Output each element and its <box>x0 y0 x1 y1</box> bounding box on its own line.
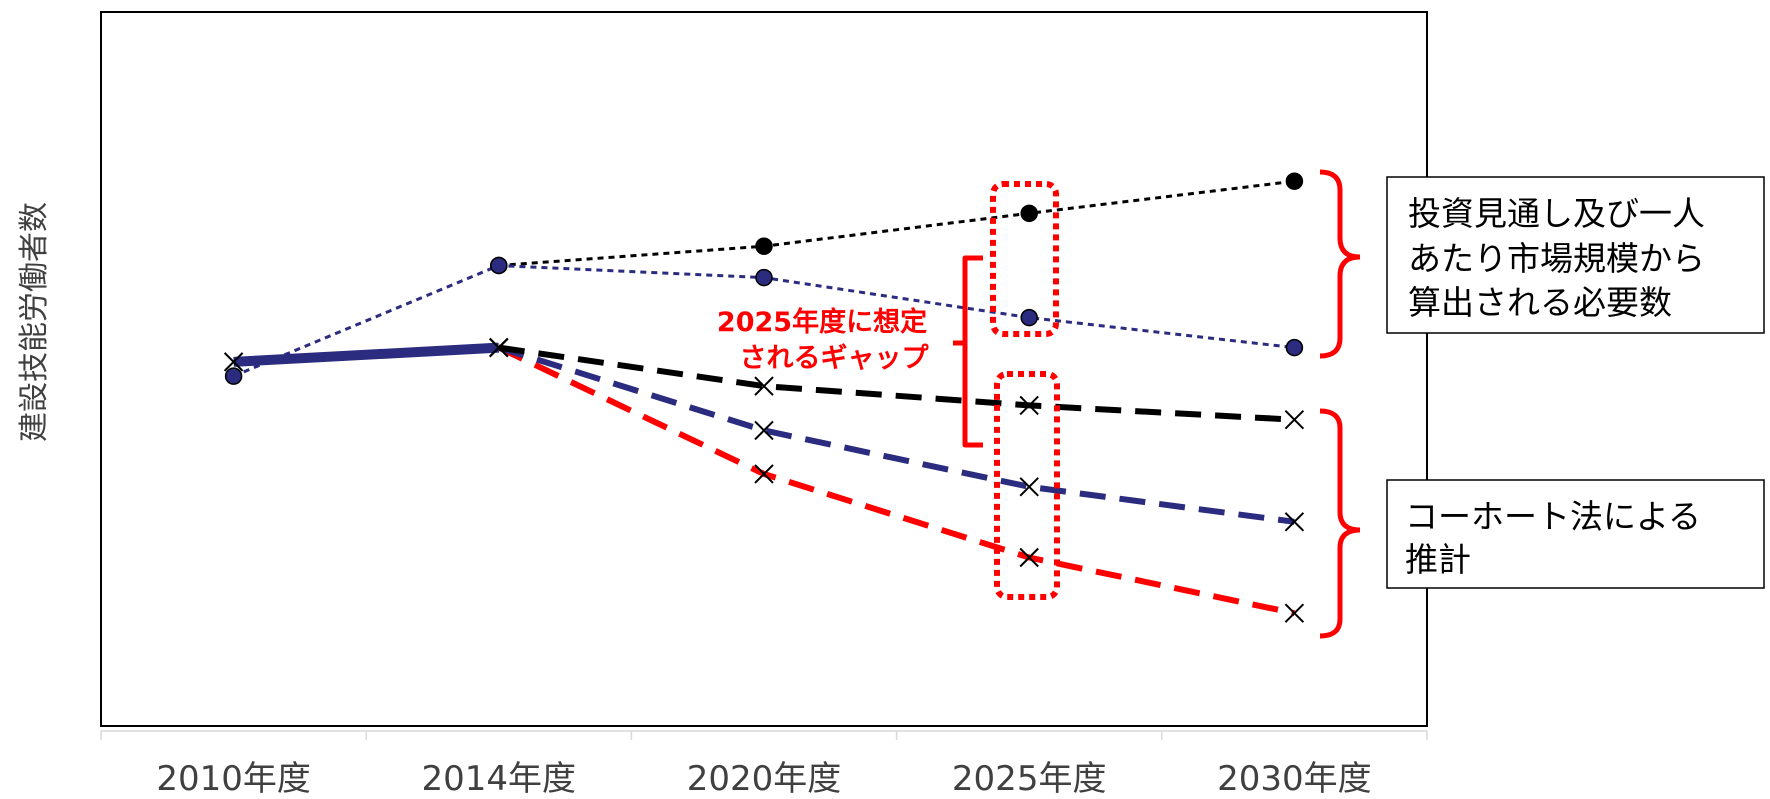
x-marker-stroke <box>489 337 509 358</box>
data-point-actual <box>489 337 509 358</box>
gap-label-line1: 2025年度に想定 <box>717 306 927 338</box>
gap-label-line2: されるギャップ <box>740 343 930 374</box>
data-point-req_high <box>1285 172 1304 190</box>
data-point-req_high <box>755 237 773 255</box>
series-line-coh_mid <box>497 344 1295 525</box>
data-point-coh_mid <box>754 420 774 441</box>
highlight-box-required-2025 <box>990 181 1059 337</box>
x-tick-label: 2025年度 <box>952 759 1107 799</box>
data-point-coh_high <box>1284 409 1305 430</box>
x-marker-stroke <box>754 420 774 441</box>
x-marker-stroke <box>754 376 774 396</box>
data-point-req_high <box>1020 204 1038 223</box>
data-point-coh_high <box>1019 395 1039 416</box>
data-point-req_low <box>490 256 508 275</box>
required-label-line1: 投資見通し及び一人 <box>1408 194 1705 233</box>
data-point-coh_low <box>1019 547 1039 568</box>
data-point-req_low <box>1285 338 1304 357</box>
series-layer <box>223 172 1305 623</box>
x-marker-stroke <box>223 352 244 372</box>
series-line-req_high <box>498 179 1295 267</box>
y-axis-label: 建設技能労働者数 <box>17 202 52 442</box>
series-line-coh_high <box>498 344 1295 423</box>
data-point-coh_low <box>1284 603 1305 623</box>
data-point-actual <box>223 352 244 372</box>
data-point-req_low <box>755 268 773 287</box>
required-label-line3: 算出される必要数 <box>1408 283 1672 322</box>
x-axis-tick-labels: 2010年度 2014年度 2020年度 2025年度 2030年度 <box>156 759 1371 799</box>
cohort-bracket <box>1319 408 1361 639</box>
data-point-req_low <box>224 367 243 385</box>
x-tick-label: 2014年度 <box>422 759 577 799</box>
gap-bracket <box>953 255 983 448</box>
x-marker-stroke <box>1284 603 1305 623</box>
cohort-label-line1: コーホート法による <box>1405 497 1701 536</box>
data-point-coh_low <box>754 464 774 484</box>
x-tick-label: 2020年度 <box>687 759 842 799</box>
required-bracket <box>1319 169 1361 359</box>
x-marker-stroke <box>1019 477 1039 497</box>
x-marker-stroke <box>1284 512 1305 532</box>
data-point-req_low <box>1020 308 1038 327</box>
plot-area <box>100 11 1428 727</box>
cohort-label-box <box>1386 479 1765 589</box>
required-label-box <box>1386 176 1765 334</box>
data-point-coh_high <box>754 376 774 396</box>
x-marker-stroke <box>1019 547 1039 568</box>
required-label-line2: あたり市場規模から <box>1408 239 1705 278</box>
data-point-coh_mid <box>1019 477 1039 497</box>
x-marker-stroke <box>754 464 774 484</box>
x-axis-ticks <box>100 731 1428 740</box>
data-point-coh_mid <box>1284 512 1305 532</box>
x-marker-stroke <box>1019 395 1039 416</box>
series-line-actual <box>233 342 500 367</box>
x-tick-label: 2010年度 <box>156 759 311 799</box>
cohort-label-line2: 推計 <box>1405 540 1471 579</box>
x-marker-stroke <box>1284 409 1305 430</box>
x-tick-label: 2030年度 <box>1217 759 1372 799</box>
highlight-box-cohort-2025 <box>994 371 1060 600</box>
